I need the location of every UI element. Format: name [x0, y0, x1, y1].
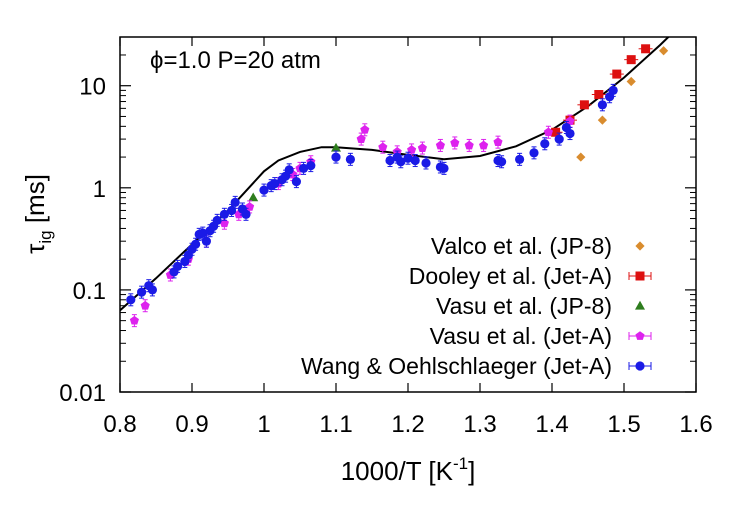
legend-label: Valco et al. (JP-8) [431, 233, 612, 259]
series-4-point [173, 261, 183, 271]
series-4-point [439, 163, 449, 173]
y-tick-label: 1 [93, 176, 106, 203]
series-4-point [147, 285, 157, 295]
series-4-point [529, 148, 539, 158]
series-1-point [594, 90, 604, 100]
y-axis-label: τig [ms] [20, 174, 55, 254]
series-4-point [270, 178, 280, 189]
series-4-point [331, 152, 341, 162]
series-4-point [410, 155, 420, 166]
series-1-point [641, 44, 651, 54]
series-3-point [435, 140, 445, 150]
series-4-point [212, 215, 222, 225]
series-0-point [576, 152, 586, 162]
series-0-point [626, 76, 636, 87]
series-4-point [299, 163, 309, 173]
legend-label: Vasu et al. (Jet-A) [430, 323, 612, 349]
series-1-point [612, 69, 622, 79]
series-1-point [579, 100, 589, 110]
series-3-point [493, 137, 503, 147]
y-axis-label-sub: ig [36, 230, 55, 243]
chart-annotation: ϕ=1.0 P=20 atm [150, 47, 321, 74]
series-4-point [137, 287, 147, 297]
y-tick-label: 0.01 [59, 380, 106, 407]
legend-marker [635, 331, 645, 340]
series-1-point [626, 55, 636, 65]
x-tick-label: 1.6 [679, 411, 712, 438]
series-4-point [396, 157, 406, 167]
series-4-point [403, 153, 413, 163]
series-3-point [129, 315, 139, 325]
series-3-point [378, 142, 388, 152]
x-tick-label: 1.3 [463, 411, 496, 438]
x-tick-label: 1 [257, 411, 270, 438]
series-3-point [565, 116, 575, 125]
series-3-point [360, 125, 370, 134]
series-1-point [551, 127, 561, 137]
series-4-point [554, 134, 564, 144]
x-tick-label: 1.4 [535, 411, 568, 438]
x-tick-label: 0.9 [175, 411, 208, 438]
series-4-point [540, 139, 550, 149]
series-4-point [191, 239, 201, 249]
series-3-point [479, 140, 489, 150]
series-3-point [407, 145, 417, 154]
y-tick-label: 10 [79, 74, 106, 101]
series-4-point [515, 154, 525, 164]
series-4-point [421, 158, 431, 168]
series-4-point [291, 177, 301, 187]
series-4-point [597, 100, 608, 110]
series-2-point [331, 142, 341, 152]
series-4-point [126, 295, 136, 305]
x-axis-label-sup: -1 [453, 454, 468, 473]
y-tick-label: 0.1 [73, 278, 106, 305]
x-tick-label: 1.2 [391, 411, 424, 438]
series-2-point [248, 192, 259, 202]
series-3-point [543, 127, 553, 137]
series-4-point [201, 236, 211, 246]
series-3-point [356, 134, 366, 143]
series-4-point [230, 197, 240, 207]
series-3-point [140, 300, 150, 310]
legend-label: Wang & Oehlschlaeger (Jet-A) [301, 353, 612, 379]
x-axis-label: 1000/T [K-1] [341, 454, 476, 486]
series-3-point [450, 138, 460, 147]
x-tick-label: 0.8 [103, 411, 136, 438]
legend-label: Dooley et al. (Jet-A) [409, 263, 612, 289]
legend-marker [635, 241, 645, 251]
series-4-point [608, 85, 618, 95]
series-0-point [659, 46, 669, 56]
series-4-point [385, 155, 395, 166]
series-4-point [259, 185, 269, 195]
series-4-point [284, 165, 294, 175]
series-4-point [219, 209, 229, 219]
series-4-point [497, 157, 507, 167]
series-4-point [241, 209, 251, 219]
series-0-point [597, 115, 607, 125]
series-3-point [464, 140, 474, 150]
series-4-point [306, 161, 316, 171]
legend: Valco et al. (JP-8) Dooley et al. (Jet-A)… [301, 233, 652, 379]
series-3-point [417, 143, 427, 152]
legend-marker [635, 300, 645, 310]
legend-marker [635, 361, 645, 371]
series-4-point [565, 128, 575, 139]
x-tick-label: 1.5 [607, 411, 640, 438]
legend-marker [635, 271, 645, 281]
legend-label: Vasu et al. (JP-8) [436, 293, 612, 319]
series-4-point [345, 154, 355, 164]
x-tick-label: 1.1 [319, 411, 352, 438]
